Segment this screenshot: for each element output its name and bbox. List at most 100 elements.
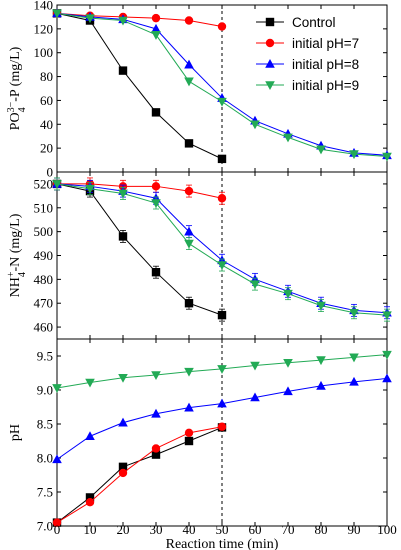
data-point bbox=[316, 145, 326, 155]
data-point bbox=[349, 150, 359, 160]
legend-label: Control bbox=[292, 15, 336, 30]
data-point bbox=[250, 361, 260, 371]
y-axis-label: NH4+-N (mg/L) bbox=[6, 213, 28, 297]
data-point bbox=[151, 268, 161, 277]
data-point bbox=[151, 182, 161, 191]
data-point bbox=[316, 301, 326, 311]
legend-label: initial pH=8 bbox=[292, 57, 359, 72]
data-point bbox=[118, 417, 128, 427]
data-point bbox=[52, 454, 62, 464]
x-tick-label: 60 bbox=[249, 522, 262, 537]
data-point bbox=[118, 16, 128, 26]
data-point bbox=[184, 299, 194, 308]
panel-3: 7.0 7.5 8.0 8.5 9.0 9.5 pH bbox=[8, 338, 392, 534]
data-point bbox=[151, 408, 161, 418]
y-tick-label: 100 bbox=[34, 45, 54, 60]
data-point bbox=[151, 371, 161, 381]
data-point bbox=[151, 199, 161, 209]
data-point bbox=[283, 359, 293, 368]
x-tick-label: 10 bbox=[84, 522, 97, 537]
y-tick-label: 8.5 bbox=[37, 417, 53, 432]
legend-label: initial pH=7 bbox=[292, 36, 359, 51]
data-point bbox=[184, 16, 194, 25]
legend-marker bbox=[265, 81, 275, 90]
data-point bbox=[118, 373, 128, 383]
y-tick-label: 0 bbox=[47, 165, 54, 180]
y-tick-label: 490 bbox=[34, 248, 54, 263]
legend-marker bbox=[265, 38, 275, 48]
y-axis-label: pH bbox=[8, 424, 23, 441]
data-point bbox=[151, 13, 161, 23]
series-line bbox=[56, 12, 223, 160]
data-point bbox=[217, 365, 227, 374]
x-axis-label: Reaction time (min) bbox=[166, 537, 279, 550]
x-tick-label: 80 bbox=[315, 522, 328, 537]
data-point bbox=[316, 356, 326, 366]
data-point bbox=[250, 120, 260, 130]
x-tick-label: 20 bbox=[117, 522, 130, 537]
data-point bbox=[217, 22, 227, 31]
series-line bbox=[56, 183, 223, 316]
data-point bbox=[151, 23, 161, 33]
data-point bbox=[283, 386, 293, 396]
data-point bbox=[349, 376, 359, 386]
x-tick-label: 70 bbox=[282, 522, 295, 537]
data-point bbox=[184, 402, 194, 412]
series-line bbox=[56, 12, 223, 27]
legend-marker bbox=[265, 17, 275, 27]
data-point bbox=[85, 14, 95, 24]
series-line bbox=[56, 426, 223, 524]
data-point bbox=[85, 378, 95, 388]
data-point bbox=[85, 184, 95, 194]
data-point bbox=[184, 77, 194, 87]
data-point bbox=[118, 232, 128, 241]
y-tick-label: 140 bbox=[34, 0, 54, 13]
data-point bbox=[217, 261, 227, 271]
data-point bbox=[250, 280, 260, 290]
data-point bbox=[184, 59, 194, 69]
y-tick-label: 510 bbox=[34, 200, 54, 215]
data-point bbox=[52, 384, 62, 393]
x-tick-label: 0 bbox=[54, 522, 61, 537]
data-point bbox=[151, 31, 161, 40]
data-point bbox=[382, 152, 392, 162]
data-point bbox=[118, 462, 128, 472]
y-tick-label: 7.5 bbox=[37, 485, 53, 500]
data-point bbox=[151, 108, 161, 117]
y-tick-label: 8.0 bbox=[37, 451, 53, 466]
data-point bbox=[217, 398, 227, 408]
data-point bbox=[118, 468, 128, 478]
panel-1: 0 20 40 60 80 100 120 140 PO43−-P (mg/L) bbox=[6, 0, 392, 180]
data-point bbox=[382, 350, 392, 360]
data-point bbox=[217, 194, 227, 203]
y-tick-label: 7.0 bbox=[37, 519, 53, 534]
y-tick-label: 520 bbox=[34, 176, 54, 191]
data-point bbox=[217, 422, 227, 431]
data-point bbox=[184, 239, 194, 249]
data-point bbox=[250, 392, 260, 402]
data-point bbox=[85, 493, 95, 502]
data-point bbox=[316, 380, 326, 390]
legend-marker bbox=[265, 59, 275, 68]
data-point bbox=[184, 367, 194, 377]
data-point bbox=[184, 436, 194, 446]
y-tick-label: 470 bbox=[34, 296, 54, 311]
data-point bbox=[184, 226, 194, 236]
y-tick-label: 500 bbox=[34, 224, 54, 239]
data-point bbox=[217, 97, 227, 107]
data-point bbox=[118, 66, 128, 75]
y-tick-label: 9.5 bbox=[37, 349, 53, 364]
y-tick-label: 80 bbox=[40, 69, 53, 84]
data-point bbox=[217, 310, 227, 320]
y-tick-label: 60 bbox=[40, 93, 53, 108]
data-point bbox=[151, 444, 161, 453]
data-point bbox=[52, 9, 62, 19]
data-point bbox=[184, 139, 194, 148]
data-point bbox=[283, 289, 293, 299]
legend-label: initial pH=9 bbox=[292, 78, 359, 93]
x-tick-label: 40 bbox=[183, 522, 196, 537]
y-tick-label: 120 bbox=[34, 21, 54, 36]
data-point bbox=[184, 428, 194, 438]
data-point bbox=[52, 180, 62, 189]
